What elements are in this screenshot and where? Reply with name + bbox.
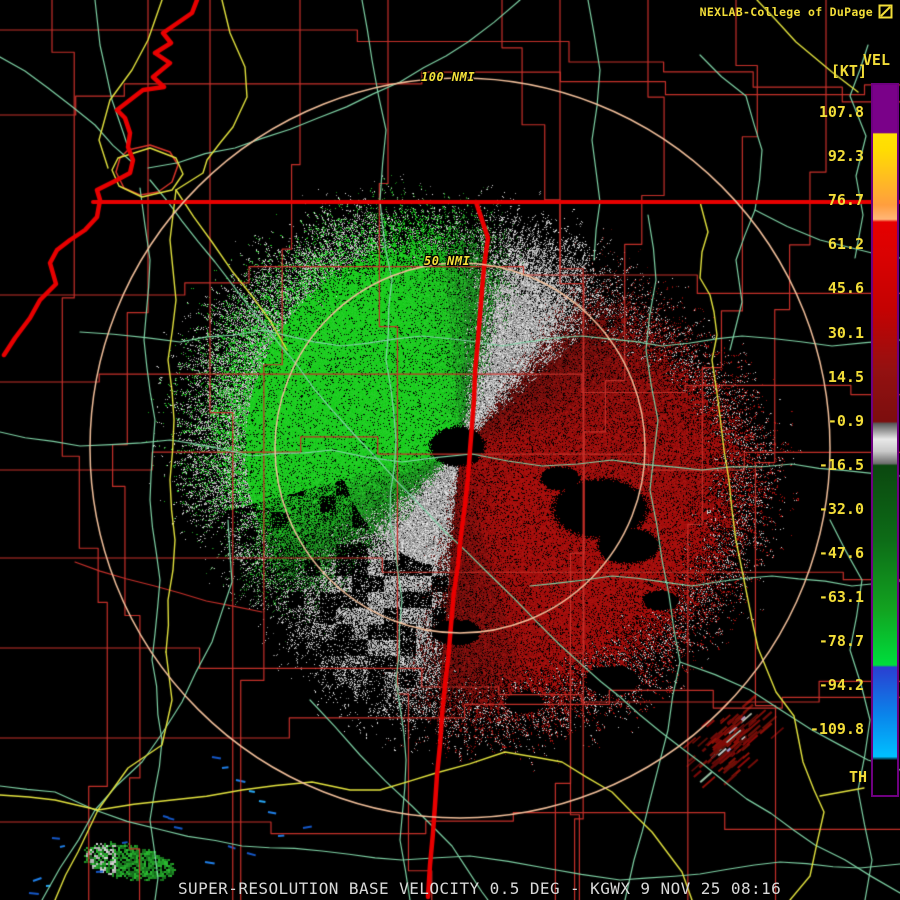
colorbar-tick-label: -78.7 bbox=[818, 632, 864, 651]
colorbar-tick-label: -94.2 bbox=[818, 676, 864, 695]
colorbar-tick-label: -47.6 bbox=[818, 544, 864, 562]
colorbar-tick-label: -109.8 bbox=[809, 720, 864, 739]
colorbar-tick-label: 14.5 bbox=[827, 367, 864, 386]
colorbar-tick-label: -32.0 bbox=[818, 499, 864, 518]
colorbar-product-label: VEL bbox=[862, 51, 890, 69]
colorbar-tick-label: -16.5 bbox=[818, 455, 864, 474]
colorbar-units-label: [KT] bbox=[830, 62, 867, 80]
colorbar-threshold-label: TH bbox=[848, 768, 867, 786]
brand-text: NEXLAB-College of DuPage bbox=[699, 5, 873, 19]
cod-logo-icon bbox=[878, 4, 893, 19]
range-ring-label-50nmi: 50 NMI bbox=[424, 254, 471, 268]
colorbar-tick-label: 45.6 bbox=[827, 279, 864, 298]
colorbar-tick-label: 61.2 bbox=[827, 235, 864, 254]
range-ring-label-100nmi: 100 NMI bbox=[421, 70, 476, 84]
velocity-colorbar bbox=[871, 83, 899, 797]
colorbar-tick-label: -63.1 bbox=[818, 588, 864, 607]
colorbar-tick-label: 30.1 bbox=[827, 323, 864, 342]
colorbar-tick-label: 76.7 bbox=[827, 191, 864, 210]
colorbar-tick-label: -0.9 bbox=[827, 411, 864, 430]
colorbar-tick-label: 107.8 bbox=[818, 103, 864, 121]
status-bar-text: SUPER-RESOLUTION BASE VELOCITY 0.5 DEG -… bbox=[178, 879, 782, 898]
colorbar-tick-label: 92.3 bbox=[827, 147, 864, 166]
